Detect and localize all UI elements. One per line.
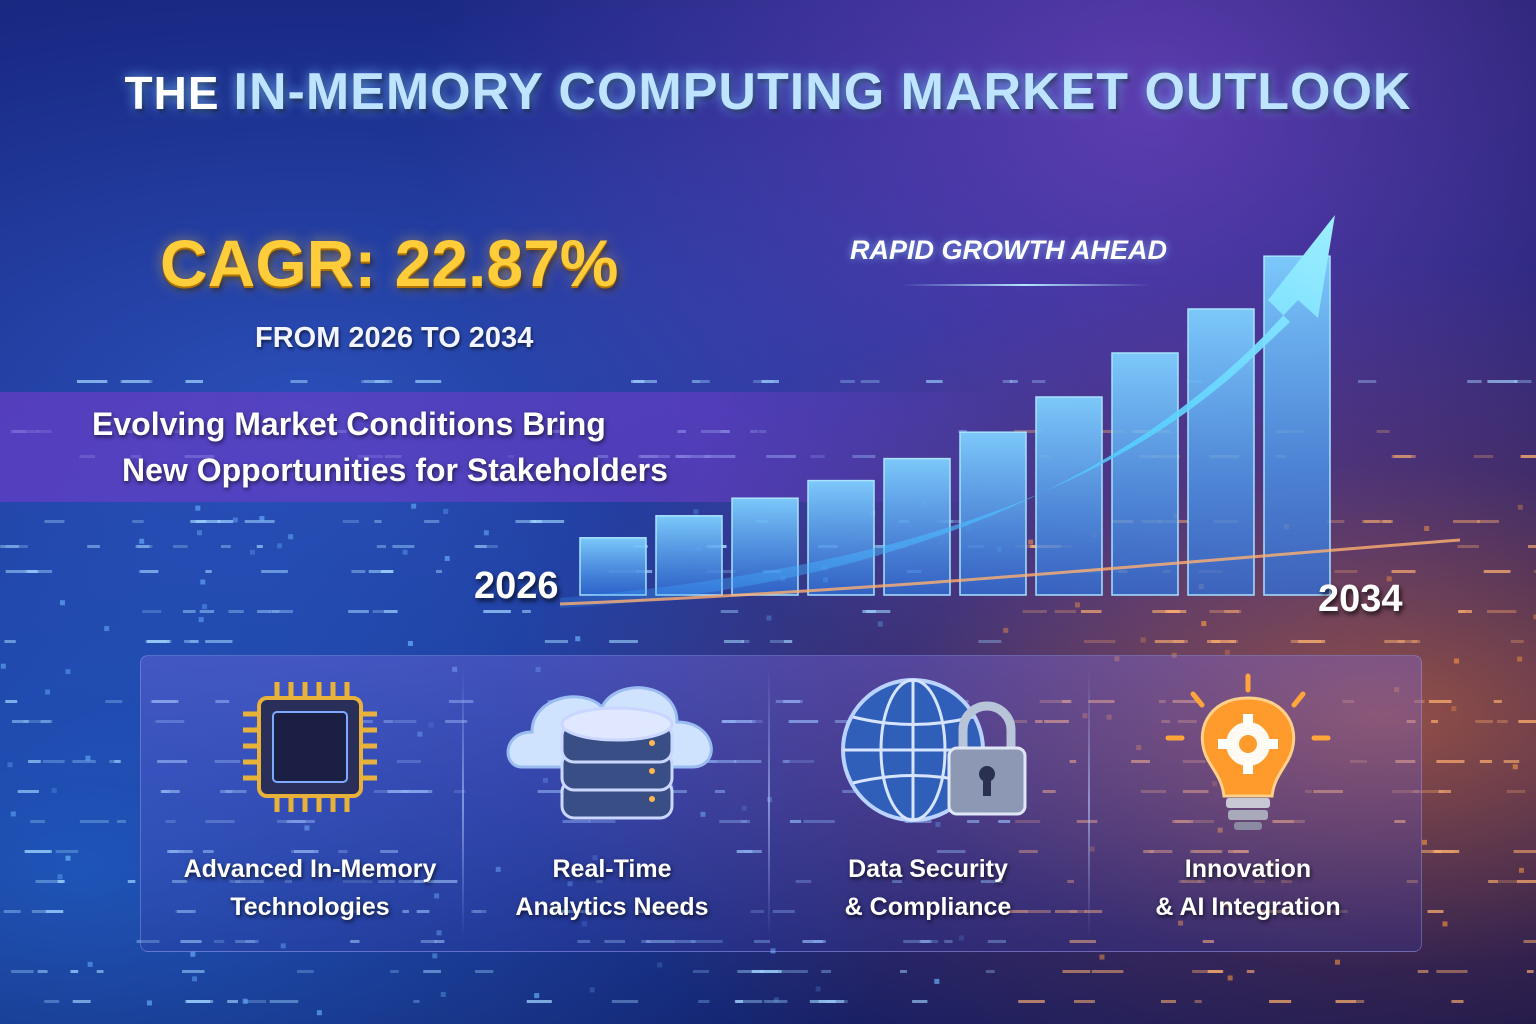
feature-divider bbox=[1088, 668, 1090, 938]
feature-real-time-analytics: Real-Time Analytics Needs bbox=[462, 672, 762, 942]
feature-3-line-2: & Compliance bbox=[844, 893, 1012, 921]
page-title: THE IN-MEMORY COMPUTING MARKET OUTLOOK bbox=[0, 62, 1536, 122]
start-year-label: 2026 bbox=[474, 565, 559, 607]
feature-advanced-in-memory: Advanced In-Memory Technologies bbox=[160, 672, 460, 942]
feature-4-line-1: Innovation bbox=[1184, 855, 1312, 883]
growth-bar bbox=[883, 457, 951, 596]
feature-2-line-1: Real-Time bbox=[552, 855, 672, 883]
cagr-value: CAGR: 22.87% bbox=[160, 226, 619, 300]
growth-bar bbox=[1035, 396, 1103, 596]
feature-1-line-2: Technologies bbox=[230, 893, 390, 921]
end-year-label: 2034 bbox=[1318, 578, 1403, 620]
feature-1-line-1: Advanced In-Memory bbox=[183, 855, 437, 883]
tagline-line-2: New Opportunities for Stakeholders bbox=[122, 452, 668, 488]
growth-bar bbox=[807, 479, 875, 596]
title-prefix: THE bbox=[124, 67, 220, 119]
feature-3-line-1: Data Security bbox=[848, 855, 1008, 883]
feature-divider bbox=[462, 668, 464, 938]
globe-lock-icon bbox=[841, 678, 1027, 822]
cagr-period: FROM 2026 TO 2034 bbox=[255, 322, 534, 354]
lightbulb-gear-icon bbox=[1165, 673, 1331, 830]
growth-caption-underline bbox=[900, 284, 1150, 286]
feature-innovation-ai: Innovation & AI Integration bbox=[1098, 672, 1398, 942]
feature-divider bbox=[768, 668, 770, 938]
cloud-database-icon bbox=[506, 686, 713, 820]
feature-2-line-2: Analytics Needs bbox=[515, 893, 709, 921]
growth-bar bbox=[1111, 352, 1179, 596]
growth-caption: RAPID GROWTH AHEAD bbox=[850, 235, 1167, 265]
title-main: IN-MEMORY COMPUTING MARKET OUTLOOK bbox=[233, 63, 1412, 121]
growth-bar bbox=[579, 537, 647, 596]
feature-data-security: Data Security & Compliance bbox=[778, 672, 1078, 942]
baseline-glow bbox=[559, 538, 1461, 606]
feature-4-line-2: & AI Integration bbox=[1155, 893, 1341, 921]
chip-icon bbox=[243, 682, 377, 812]
tagline-line-1: Evolving Market Conditions Bring bbox=[92, 406, 606, 442]
growth-arrow bbox=[560, 215, 1335, 608]
growth-bar bbox=[1263, 255, 1331, 596]
growth-bar bbox=[1187, 308, 1255, 596]
